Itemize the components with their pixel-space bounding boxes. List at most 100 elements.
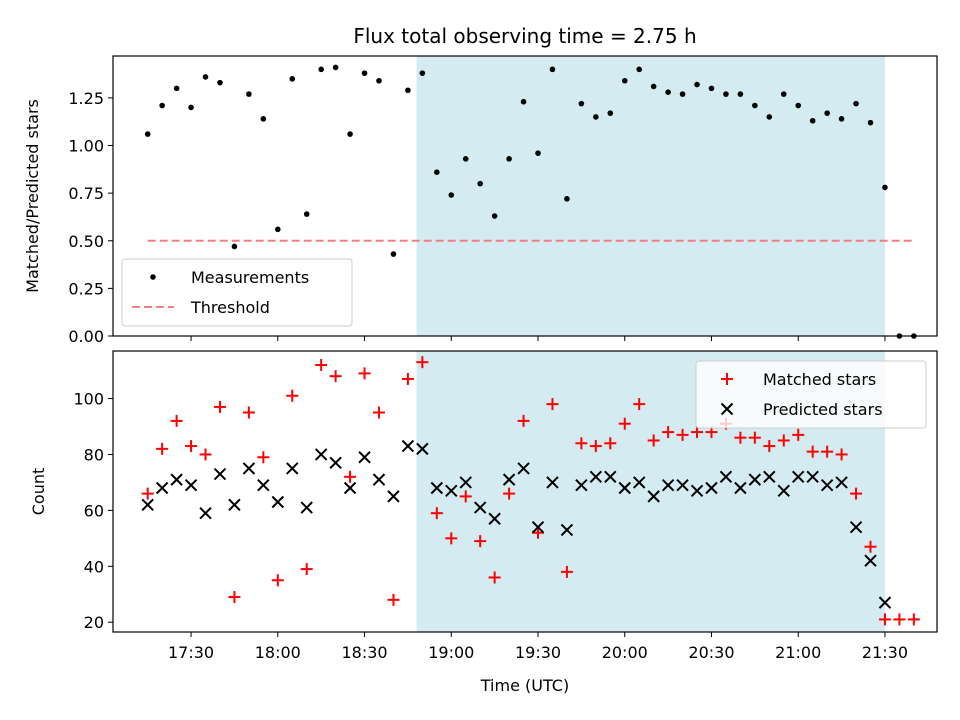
predicted-star-point bbox=[387, 490, 400, 503]
matched-star-point bbox=[401, 372, 414, 385]
measurement-point bbox=[448, 192, 455, 198]
chart-title: Flux total observing time = 2.75 h bbox=[353, 24, 696, 48]
matched-star-point bbox=[618, 417, 631, 430]
matched-star-point bbox=[792, 428, 805, 441]
measurement-point bbox=[376, 77, 382, 84]
predicted-star-point bbox=[734, 481, 747, 495]
measurement-point bbox=[419, 70, 426, 76]
predicted-star-point-b bbox=[531, 520, 545, 534]
x-tick-label: 21:00 bbox=[775, 643, 821, 662]
measurement-point bbox=[809, 117, 816, 124]
matched-star-point bbox=[907, 613, 920, 626]
measurement-point bbox=[621, 77, 628, 84]
measurement-point bbox=[477, 180, 483, 187]
predicted-star-point bbox=[430, 481, 444, 495]
top-y-ticks: 0.00 0.25 0.50 0.75 1.00 1.25 bbox=[68, 89, 113, 346]
measurement-point bbox=[202, 74, 209, 80]
measurement-point bbox=[275, 226, 281, 233]
predicted-star-point-b bbox=[343, 481, 357, 495]
matched-star-point bbox=[734, 431, 747, 444]
matched-star-point bbox=[416, 356, 429, 369]
predicted-star-point-b bbox=[719, 470, 733, 484]
predicted-star-point-b bbox=[271, 495, 285, 509]
predicted-star-point bbox=[560, 523, 574, 537]
matched-star-point bbox=[546, 398, 559, 411]
measurement-point bbox=[607, 110, 614, 116]
predicted-star-point-b bbox=[835, 476, 848, 489]
predicted-star-point-b bbox=[314, 448, 328, 461]
measurement-point bbox=[462, 156, 469, 162]
legend-predicted-marker bbox=[720, 402, 734, 416]
measurement-point bbox=[636, 66, 643, 73]
x-tick-label: 19:30 bbox=[515, 643, 561, 662]
legend-measurements-label: Measurements bbox=[191, 268, 309, 287]
top-panel: 0.00 0.25 0.50 0.75 1.00 1.25 Flux total obse… bbox=[23, 24, 938, 346]
predicted-star-point bbox=[286, 462, 299, 475]
predicted-star-point-b bbox=[257, 479, 270, 492]
predicted-star-point-b bbox=[820, 479, 834, 492]
measurement-point bbox=[752, 102, 758, 109]
predicted-star-point-b bbox=[806, 470, 819, 484]
legend-predicted-symbol-b bbox=[720, 402, 734, 416]
measurement-point bbox=[853, 100, 859, 107]
measurement-point bbox=[361, 70, 368, 76]
predicted-star-point-b bbox=[300, 501, 313, 514]
predicted-star-point bbox=[459, 476, 472, 489]
predicted-star-point bbox=[618, 481, 631, 495]
matched-star-point bbox=[185, 440, 198, 453]
matched-star-point bbox=[257, 451, 270, 464]
predicted-star-point bbox=[806, 470, 819, 484]
predicted-star-point-b bbox=[502, 473, 516, 486]
matched-star-point bbox=[662, 426, 675, 439]
measurement-point bbox=[260, 116, 267, 122]
matched-star-point bbox=[213, 400, 226, 413]
bottom-legend-box bbox=[695, 360, 927, 429]
measurement-point bbox=[246, 91, 252, 97]
predicted-star-point-b bbox=[849, 520, 863, 534]
predicted-star-point bbox=[242, 462, 256, 475]
predicted-star-point bbox=[300, 501, 313, 514]
matched-star-point bbox=[589, 440, 602, 453]
measurement-point bbox=[405, 87, 411, 94]
predicted-star-point-b bbox=[748, 473, 762, 486]
predicted-star-point bbox=[257, 479, 270, 492]
matched-star-point bbox=[835, 448, 848, 461]
matched-star-point bbox=[445, 532, 458, 545]
predicted-star-point-b bbox=[546, 476, 559, 489]
predicted-star-point-b bbox=[141, 498, 154, 511]
matched-star-point bbox=[286, 389, 299, 402]
measurement-point bbox=[795, 102, 802, 109]
predicted-star-point bbox=[343, 481, 357, 495]
matched-star-point bbox=[647, 434, 660, 447]
predicted-star-point bbox=[632, 476, 646, 489]
predicted-star-point-b bbox=[473, 501, 487, 514]
measurement-point bbox=[188, 104, 194, 111]
matched-star-point bbox=[763, 440, 776, 453]
bottom-y-tick-label: 100 bbox=[73, 390, 104, 409]
predicted-star-point bbox=[517, 462, 530, 475]
measurement-point bbox=[679, 91, 686, 97]
legend-matched-label: Matched stars bbox=[763, 370, 876, 389]
predicted-star-point-b bbox=[864, 554, 877, 567]
predicted-star-point-b bbox=[242, 462, 256, 475]
predicted-star-point-b bbox=[387, 490, 400, 503]
matched-star-point bbox=[821, 445, 834, 458]
x-tick-label: 17:30 bbox=[168, 643, 214, 662]
x-tick-label: 20:00 bbox=[602, 643, 648, 662]
measurement-point bbox=[650, 83, 657, 90]
predicted-star-point-b bbox=[705, 481, 718, 495]
predicted-star-point-b bbox=[661, 479, 675, 492]
predicted-star-point bbox=[589, 470, 603, 484]
x-tick-label: 21:30 bbox=[862, 643, 908, 662]
predicted-star-point bbox=[864, 554, 877, 567]
matched-star-point bbox=[806, 445, 819, 458]
predicted-star-point-b bbox=[372, 473, 386, 486]
matched-star-point bbox=[387, 593, 400, 606]
measurement-point bbox=[231, 243, 238, 250]
predicted-star-point bbox=[647, 490, 660, 503]
predicted-star-point bbox=[372, 473, 386, 486]
measurement-point bbox=[491, 213, 498, 219]
matched-star-point bbox=[141, 487, 154, 500]
top-y-tick-label: 0.75 bbox=[68, 184, 104, 203]
matched-star-point bbox=[344, 470, 357, 483]
